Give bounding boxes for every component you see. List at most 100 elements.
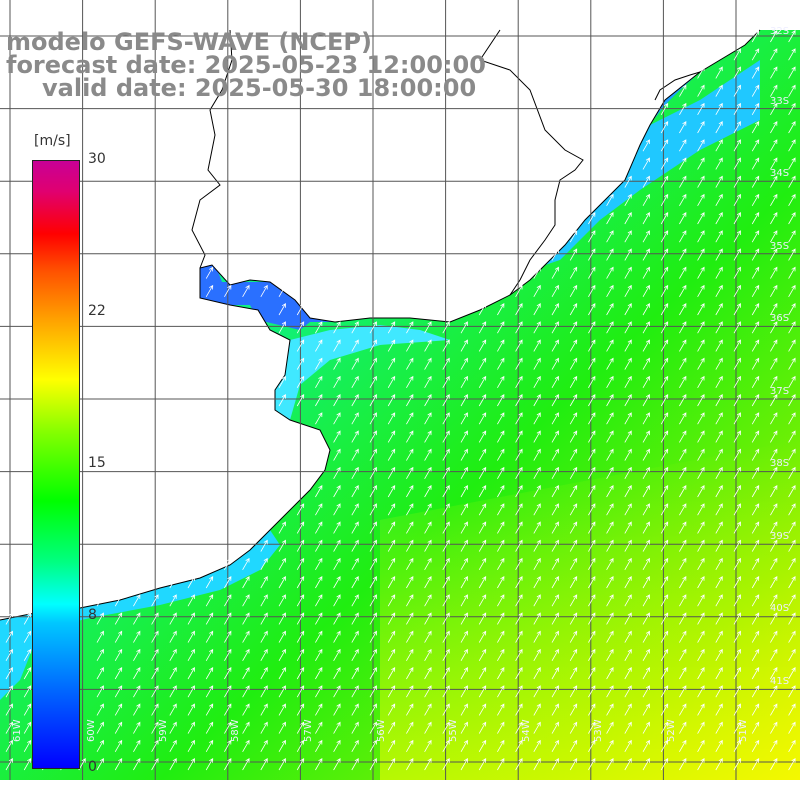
wind-arrow bbox=[169, 648, 177, 662]
wind-arrow bbox=[770, 102, 778, 116]
wind-arrow bbox=[533, 339, 541, 352]
wind-arrow bbox=[770, 521, 778, 534]
wind-arrow bbox=[606, 375, 614, 389]
wind-arrow bbox=[770, 339, 778, 352]
wind-arrow bbox=[715, 630, 723, 643]
wind-arrow bbox=[497, 739, 505, 753]
wind-arrow bbox=[369, 375, 377, 389]
wind-arrow bbox=[715, 66, 723, 79]
colorbar-tick-15: 15 bbox=[88, 455, 106, 471]
wind-arrow bbox=[497, 321, 505, 334]
wind-arrow bbox=[751, 739, 760, 753]
wind-arrow bbox=[751, 266, 760, 279]
wind-arrow bbox=[733, 703, 741, 716]
wind-arrow bbox=[515, 521, 523, 534]
wind-arrow bbox=[278, 303, 286, 316]
wind-arrow bbox=[770, 721, 778, 734]
wind-arrow bbox=[733, 321, 741, 334]
wind-arrow bbox=[442, 539, 450, 552]
wind-arrow bbox=[533, 758, 541, 771]
wind-arrow bbox=[606, 612, 614, 625]
wind-arrow bbox=[369, 667, 377, 680]
wind-arrow bbox=[642, 630, 650, 643]
wind-arrow bbox=[569, 703, 578, 716]
wind-arrow bbox=[660, 758, 669, 771]
wind-arrow bbox=[315, 630, 323, 643]
wind-arrow bbox=[369, 412, 377, 425]
wind-arrow bbox=[460, 448, 468, 461]
wind-arrow bbox=[424, 503, 432, 516]
wind-arrow bbox=[770, 703, 778, 716]
wind-arrow bbox=[278, 630, 286, 643]
wind-arrow bbox=[660, 303, 669, 316]
wind-arrow bbox=[296, 758, 305, 771]
wind-arrow bbox=[715, 266, 723, 279]
wind-arrow bbox=[551, 594, 559, 607]
wind-arrow bbox=[478, 503, 487, 516]
lat-label: 41S bbox=[770, 676, 790, 687]
wind-arrow bbox=[642, 230, 650, 243]
colorbar-tick-30: 30 bbox=[88, 151, 106, 167]
wind-arrow bbox=[624, 175, 632, 188]
wind-arrow bbox=[733, 721, 741, 734]
wind-arrow bbox=[679, 230, 687, 243]
wind-arrow bbox=[369, 339, 377, 352]
wind-arrow bbox=[642, 175, 650, 188]
wind-arrow bbox=[242, 557, 250, 571]
wind-arrow bbox=[679, 266, 687, 279]
wind-arrow bbox=[660, 394, 669, 407]
wind-arrow bbox=[770, 412, 778, 425]
sea-field bbox=[0, 28, 800, 780]
wind-arrow bbox=[606, 212, 614, 225]
wind-arrow bbox=[606, 284, 614, 298]
wind-arrow bbox=[460, 630, 468, 643]
wind-arrow bbox=[660, 248, 669, 261]
wind-arrow bbox=[406, 648, 414, 662]
wind-arrow bbox=[260, 630, 268, 643]
wind-arrow bbox=[733, 630, 741, 643]
land bbox=[0, 29, 761, 621]
wind-arrow bbox=[588, 594, 596, 607]
wind-arrow bbox=[697, 121, 705, 134]
wind-arrow bbox=[205, 648, 214, 662]
wind-arrow bbox=[23, 721, 32, 734]
wind-arrow bbox=[788, 102, 796, 116]
wind-arrow bbox=[460, 375, 468, 389]
wind-arrow bbox=[442, 739, 450, 753]
wind-arrow bbox=[679, 557, 687, 571]
wind-arrow bbox=[515, 339, 523, 352]
wind-arrow bbox=[770, 557, 778, 571]
wind-arrow bbox=[333, 521, 341, 534]
wind-arrow bbox=[606, 466, 614, 480]
wind-arrow bbox=[606, 303, 614, 316]
wind-arrow bbox=[533, 685, 541, 698]
wind-arrow bbox=[569, 503, 578, 516]
estuary-blue bbox=[200, 264, 335, 330]
wind-arrow bbox=[296, 721, 305, 734]
wind-arrow bbox=[733, 758, 741, 771]
wind-arrow bbox=[96, 685, 104, 698]
wind-arrow bbox=[497, 648, 505, 662]
wind-arrow bbox=[260, 739, 268, 753]
wind-arrow bbox=[533, 266, 541, 279]
wind-arrow bbox=[642, 193, 650, 207]
wind-arrow bbox=[551, 557, 559, 571]
wind-arrow bbox=[133, 685, 141, 698]
wind-arrow bbox=[315, 503, 323, 516]
wind-arrow bbox=[442, 339, 450, 352]
wind-arrow bbox=[715, 84, 723, 97]
wind-arrow bbox=[533, 630, 541, 643]
wind-arrow bbox=[569, 758, 578, 771]
wind-arrow bbox=[660, 375, 669, 389]
wind-arrow bbox=[497, 630, 505, 643]
wind-arrow bbox=[406, 448, 414, 461]
wind-arrow bbox=[606, 339, 614, 352]
wind-arrow bbox=[715, 284, 723, 298]
wind-arrow bbox=[351, 430, 359, 443]
wind-arrow bbox=[588, 648, 596, 662]
wind-arrow bbox=[533, 412, 541, 425]
wind-arrow bbox=[679, 630, 687, 643]
wind-arrow bbox=[187, 667, 195, 680]
wind-arrow bbox=[733, 557, 741, 571]
wind-arrow bbox=[569, 375, 578, 389]
